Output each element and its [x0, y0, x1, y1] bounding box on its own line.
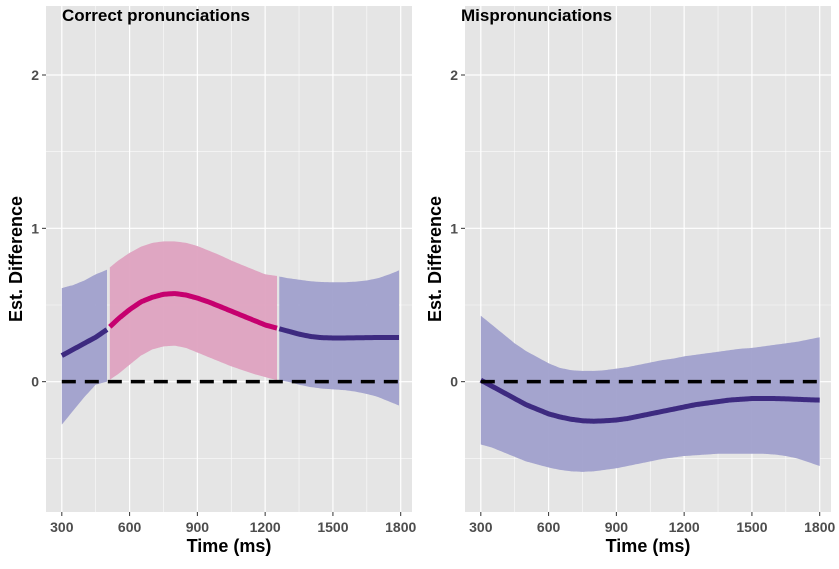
x-tick-label: 1200	[250, 519, 281, 535]
y-tick-label: 0	[450, 374, 458, 390]
x-tick-label: 300	[469, 519, 493, 535]
y-axis-title: Est. Difference	[6, 196, 26, 322]
series-line-significant	[108, 291, 278, 331]
x-tick-label: 900	[605, 519, 629, 535]
series-line	[278, 326, 400, 341]
y-tick-label: 1	[450, 220, 458, 236]
confidence-ribbon	[61, 269, 107, 425]
plot-panel-background	[46, 6, 412, 512]
y-tick-label: 2	[450, 67, 458, 83]
chart-panel-2: 300 600 900 1200 1500 1800 0 1 2 Time (ms) Est. Di…	[425, 6, 835, 556]
y-tick-label: 0	[31, 374, 39, 390]
x-tick-label: 1200	[669, 519, 700, 535]
x-tick-label: 600	[118, 519, 142, 535]
x-tick-label: 1800	[804, 519, 835, 535]
x-tick-label: 300	[50, 519, 74, 535]
chart-panel-1: 300 600 900 1200 1500 1800 0 1 2 Time (ms) Est. Di…	[6, 6, 416, 556]
y-tick-label: 2	[31, 67, 39, 83]
series-line	[479, 377, 820, 424]
x-tick-label: 1800	[385, 519, 416, 535]
x-tick-label: 1500	[736, 519, 767, 535]
panel-title: Correct pronunciations	[62, 6, 250, 25]
confidence-ribbon	[480, 315, 820, 472]
x-tick-label: 1500	[317, 519, 348, 535]
x-axis-title: Time (ms)	[187, 536, 272, 556]
x-axis-title: Time (ms)	[606, 536, 691, 556]
x-tick-label: 600	[537, 519, 561, 535]
x-tick-label: 900	[186, 519, 210, 535]
confidence-ribbon-significant	[109, 241, 278, 381]
series-line	[60, 327, 109, 358]
y-tick-label: 1	[31, 220, 39, 236]
y-axis-title: Est. Difference	[425, 196, 445, 322]
panel-title: Mispronunciations	[461, 6, 612, 25]
